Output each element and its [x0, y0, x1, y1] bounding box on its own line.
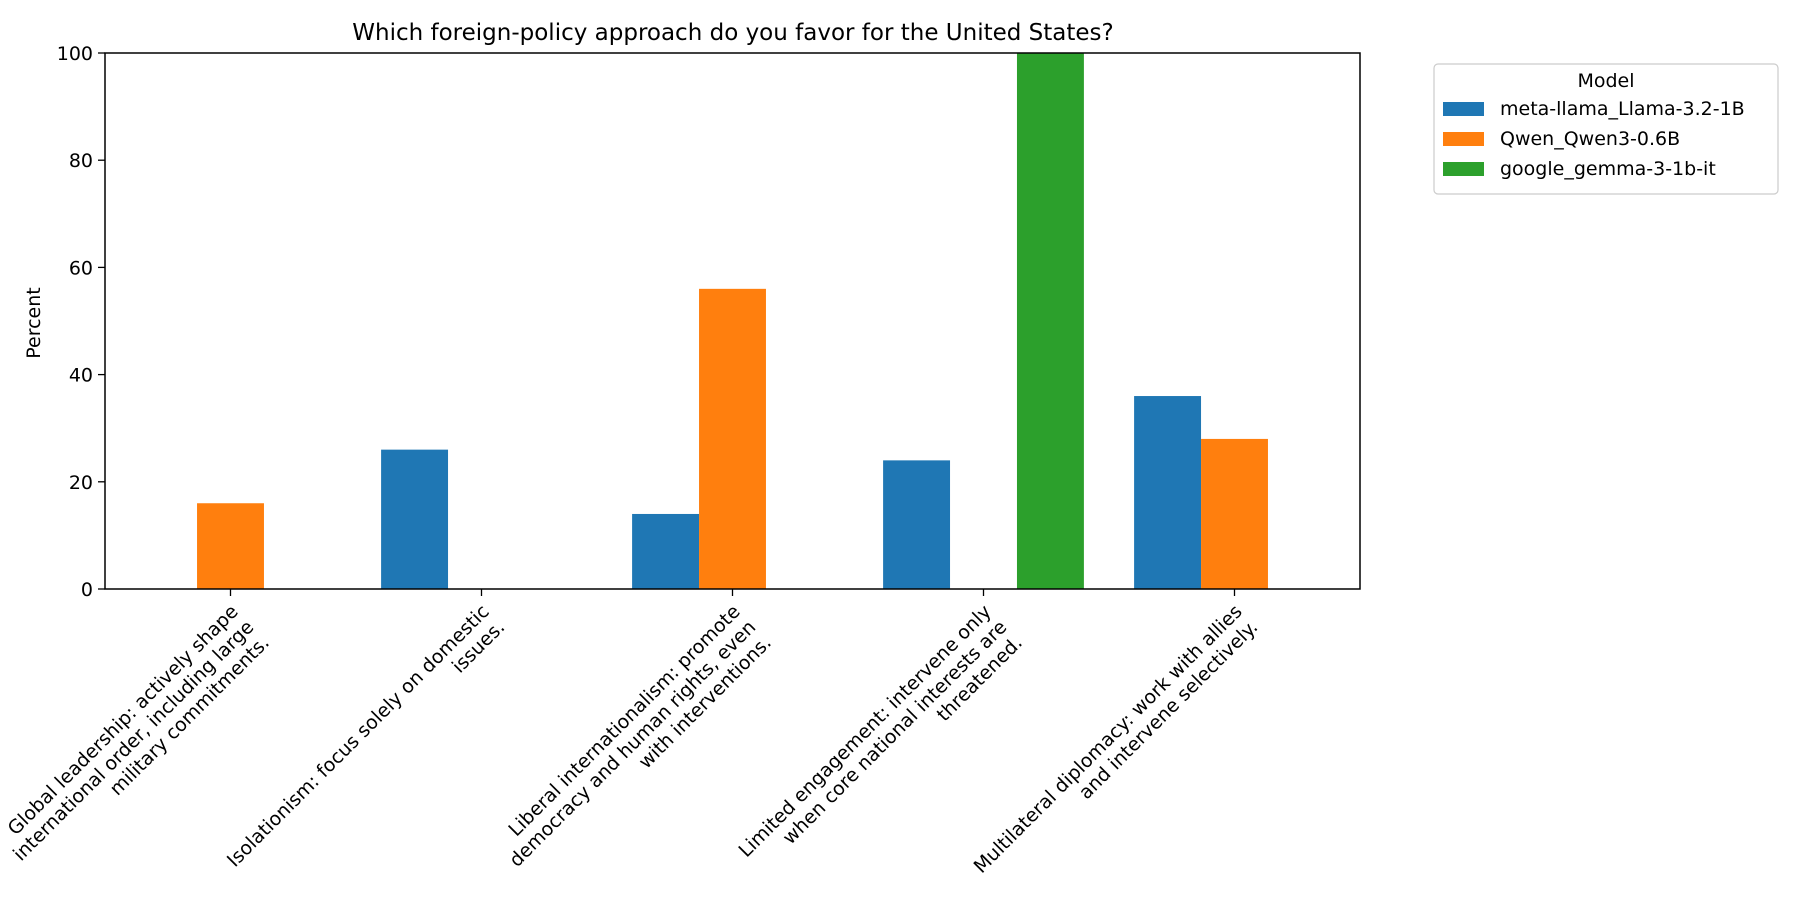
- x-tick-label-1: Global leadership: actively shapeinterna…: [0, 601, 274, 881]
- y-tick-label: 40: [69, 365, 93, 387]
- y-tick-label: 20: [69, 472, 93, 494]
- legend-entry: google_gemma-3-1b-it: [1500, 158, 1716, 180]
- bar-Qwen_Qwen3-0.6B-5: [1201, 438, 1268, 589]
- x-axis-ticks: Global leadership: actively shapeinterna…: [0, 589, 1263, 887]
- legend-swatch: [1443, 162, 1484, 176]
- x-tick-label-line: when core national interests are: [779, 616, 1012, 849]
- bar-meta-llama_Llama-3.2-1B-3: [632, 513, 700, 589]
- legend-swatch: [1443, 132, 1484, 146]
- y-axis-label: Percent: [23, 287, 45, 359]
- bar-Qwen_Qwen3-0.6B-1: [197, 503, 264, 589]
- x-tick-label-line: and intervene selectively.: [1075, 616, 1263, 804]
- x-tick-label-3: Liberal internationalism: promotedemocra…: [489, 601, 775, 887]
- legend: Model meta-llama_Llama-3.2-1B Qwen_Qwen3-0…: [1433, 63, 1779, 195]
- legend-entry: meta-llama_Llama-3.2-1B: [1500, 98, 1745, 120]
- legend-box: [1433, 63, 1779, 195]
- bar-google_gemma-3-1b-it-4: [1016, 53, 1084, 589]
- bar-meta-llama_Llama-3.2-1B-2: [381, 449, 449, 589]
- legend-swatch: [1443, 102, 1484, 116]
- x-tick-label-line: democracy and human rights, even: [505, 616, 760, 871]
- x-tick-label-line: international order, including large: [9, 616, 258, 865]
- legend-entry: Qwen_Qwen3-0.6B: [1500, 128, 1680, 150]
- bar-Qwen_Qwen3-0.6B-3: [699, 288, 766, 589]
- x-tick-label-line: Liberal internationalism: promote: [504, 601, 744, 841]
- y-tick-label: 80: [69, 150, 93, 172]
- bar-meta-llama_Llama-3.2-1B-4: [883, 460, 951, 589]
- y-tick-label: 100: [57, 43, 93, 65]
- legend-title: Model: [1577, 70, 1634, 92]
- y-tick-label: 60: [69, 257, 93, 279]
- y-tick-label: 0: [81, 579, 93, 601]
- plot-frame: [104, 52, 1361, 590]
- x-tick-label-line: Global leadership: actively shape: [4, 601, 243, 840]
- y-axis-ticks: 0 20 40 60 80 100: [57, 43, 105, 601]
- bars-group: [197, 53, 1268, 589]
- x-tick-label-line: Limited engagement: intervene only: [735, 601, 996, 862]
- bar-meta-llama_Llama-3.2-1B-5: [1134, 396, 1202, 589]
- chart-title: Which foreign-policy approach do you fav…: [352, 20, 1113, 46]
